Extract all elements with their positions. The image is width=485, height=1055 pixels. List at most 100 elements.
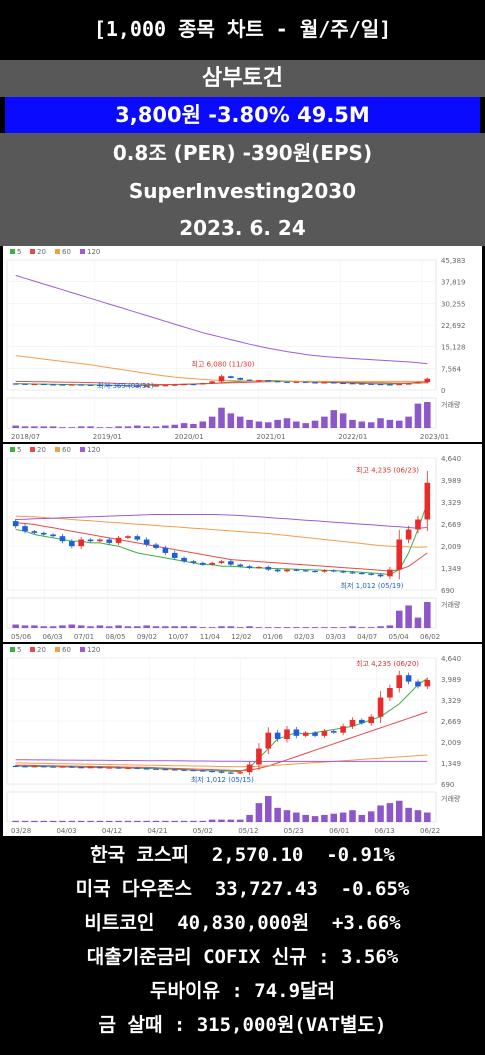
x-tick-label: 05/04 [389, 633, 410, 641]
candle-body [405, 529, 412, 540]
x-tick-label: 05/06 [11, 633, 32, 641]
high-annotation: 최고 4,235 (06/23) [356, 466, 419, 475]
volume-bar [31, 820, 38, 822]
volume-bar [59, 427, 66, 428]
volume-bar [255, 803, 263, 822]
ma-line-120 [15, 514, 428, 529]
candle-body [265, 566, 272, 570]
candle-body [190, 561, 197, 563]
volume-bar [293, 627, 300, 628]
volume-bar [199, 627, 207, 628]
volume-bar [358, 421, 366, 428]
candle-body [115, 537, 122, 543]
volume-bar [339, 627, 347, 628]
candle-body [368, 573, 374, 575]
legend-swatch-5 [10, 249, 15, 254]
volume-bar [143, 820, 150, 822]
volume-bar [124, 626, 132, 628]
channel-name: SuperInvesting2030 [0, 173, 485, 210]
volume-bar [395, 420, 403, 428]
volume-bar [40, 820, 48, 822]
x-tick-label: 06/13 [375, 827, 395, 835]
volume-bar [180, 626, 188, 628]
volume-bar [218, 626, 225, 628]
volume-bar [31, 426, 38, 428]
candle-body [87, 767, 94, 769]
volume-bar [218, 819, 225, 822]
volume-bar [255, 421, 263, 428]
legend-swatch-60 [55, 647, 60, 652]
candle-body [396, 675, 403, 688]
candle-body [59, 536, 66, 542]
volume-bar [377, 626, 384, 628]
candle-body [22, 766, 28, 768]
candle-body [97, 767, 103, 769]
volume-bar [386, 803, 394, 822]
x-tick-label: 01/06 [263, 633, 284, 641]
ma-line-60 [15, 754, 428, 768]
high-annotation: 최고 4,235 (06/20) [356, 659, 419, 668]
candle-body [359, 572, 365, 575]
candle-body [40, 383, 47, 386]
legend-swatch-120 [80, 447, 85, 452]
high-annotation: 최고 6,080 (11/30) [192, 359, 255, 368]
volume-bar [265, 422, 272, 428]
volume-bar [227, 626, 235, 628]
volume-bar [124, 426, 132, 428]
candle-body [274, 381, 281, 383]
volume-bar [293, 812, 300, 822]
candle-body [340, 571, 346, 573]
candle-body [190, 769, 197, 772]
legend-swatch-5 [10, 647, 15, 652]
volume-bar [21, 426, 29, 428]
x-tick-label: 06/01 [329, 827, 349, 835]
low-annotation: 최저 1,012 (05/15) [191, 775, 254, 784]
candle-body [284, 729, 290, 740]
volume-bar [330, 410, 338, 428]
report-date: 2023. 6. 24 [0, 210, 485, 246]
candle-body [387, 384, 393, 386]
candle-body [415, 519, 421, 530]
y-tick-label: 3,329 [441, 499, 461, 507]
candle-body [125, 767, 131, 769]
page-title: [1,000 종목 차트 - 월/주/일] [0, 0, 485, 60]
volume-bar [162, 626, 169, 628]
y-tick-label: 30,255 [441, 300, 466, 308]
candle-body [293, 729, 300, 736]
candle-body [162, 547, 169, 553]
volume-bar [180, 423, 188, 428]
candle-body [106, 539, 113, 543]
volume-bar [377, 418, 384, 428]
volume-bar [424, 402, 431, 428]
candle-body [181, 769, 187, 771]
valuation-line: 0.8조 (PER) -390원(EPS) [0, 133, 485, 173]
legend-label-5: 5 [17, 446, 21, 454]
candle-body [274, 732, 281, 740]
candle-body [125, 385, 131, 387]
volume-bar [87, 626, 94, 628]
x-tick-label: 02/03 [294, 633, 314, 641]
x-tick-label: 10/07 [168, 633, 188, 641]
y-tick-label: 2,669 [441, 718, 461, 726]
ma-line-20 [15, 711, 428, 772]
candle-body [246, 379, 253, 381]
monthly-chart-panel: 5 20 60 120 45,383 37,819 30,255 22,692 15,128 7,… [3, 246, 482, 442]
candle-body [31, 531, 38, 533]
y-tick-label: 7,564 [441, 365, 462, 373]
x-tick-label: 03/28 [11, 827, 31, 835]
candle-body [78, 767, 84, 769]
candle-body [330, 731, 337, 733]
y-tick-label: 15,128 [441, 344, 466, 352]
candle-body [218, 376, 225, 382]
volume-bar [115, 820, 122, 822]
volume-bar [246, 814, 253, 822]
volume-bar [321, 814, 328, 822]
volume-bar [395, 800, 403, 822]
volume-bar [68, 820, 76, 822]
volume-bar [321, 416, 328, 428]
x-tick-label: 2019/01 [93, 433, 122, 441]
y-tick-label: 690 [441, 587, 454, 595]
y-tick-label: 3,989 [441, 676, 461, 684]
volume-bar [77, 625, 85, 628]
